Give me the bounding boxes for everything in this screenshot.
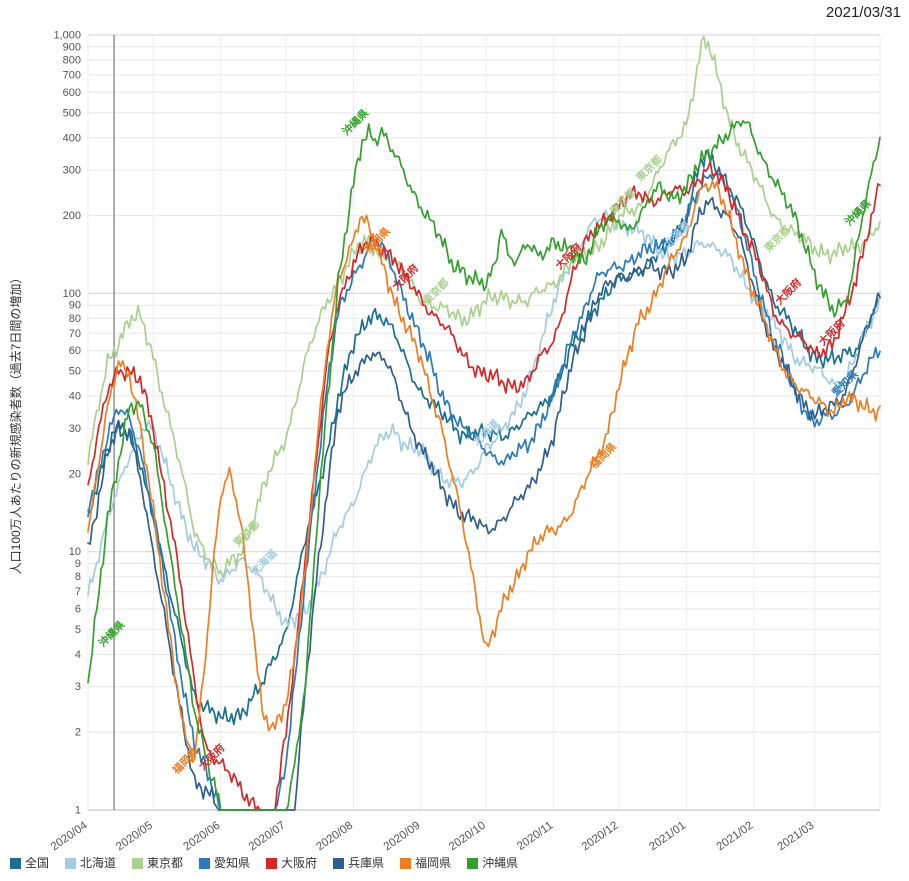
legend-swatch bbox=[65, 858, 77, 869]
x-tick-label: 2020/10 bbox=[447, 820, 488, 854]
legend-item-全国[interactable]: 全国 bbox=[10, 857, 49, 870]
series-line-全国[interactable] bbox=[87, 149, 881, 726]
y-tick-label: 90 bbox=[69, 300, 81, 312]
series-line-福岡県[interactable] bbox=[87, 180, 881, 763]
legend-label: 大阪府 bbox=[281, 857, 318, 870]
x-tick-label: 2021/01 bbox=[647, 820, 688, 854]
legend-label: 沖縄県 bbox=[482, 857, 519, 870]
legend-label: 福岡県 bbox=[415, 857, 452, 870]
series-label: 沖縄県 bbox=[96, 618, 128, 650]
y-tick-label: 3 bbox=[75, 681, 81, 693]
legend-item-東京都[interactable]: 東京都 bbox=[132, 857, 183, 870]
x-tick-label: 2020/04 bbox=[49, 819, 90, 853]
series-label: 福岡県 bbox=[169, 745, 202, 778]
legend-swatch bbox=[132, 858, 144, 869]
y-tick-label: 7 bbox=[75, 586, 81, 598]
x-tick-label: 2020/09 bbox=[382, 820, 423, 854]
y-tick-label: 300 bbox=[63, 165, 81, 177]
y-tick-label: 80 bbox=[69, 313, 81, 325]
series-line-北海道[interactable] bbox=[87, 209, 881, 629]
legend-item-沖縄県[interactable]: 沖縄県 bbox=[467, 857, 518, 870]
series-label: 大阪府 bbox=[816, 316, 848, 348]
y-tick-label: 600 bbox=[63, 87, 81, 99]
series-label: 東京都 bbox=[420, 276, 452, 308]
series-label: 東京都 bbox=[762, 223, 794, 255]
legend-item-北海道[interactable]: 北海道 bbox=[65, 857, 116, 870]
y-tick-label: 200 bbox=[63, 210, 81, 222]
date-label: 2021/03/31 bbox=[825, 4, 901, 21]
x-tick-label: 2021/03 bbox=[775, 820, 816, 854]
y-tick-label: 4 bbox=[75, 649, 81, 661]
y-tick-label: 9 bbox=[75, 558, 81, 570]
legend-label: 東京都 bbox=[147, 857, 184, 870]
y-axis-title: 人口100万人あたりの新規感染者数（過去7日間の増加） bbox=[8, 272, 23, 575]
y-tick-label: 400 bbox=[63, 132, 81, 144]
x-tick-label: 2020/05 bbox=[114, 820, 155, 854]
series-label: 大阪府 bbox=[773, 276, 805, 308]
legend-label: 北海道 bbox=[80, 857, 117, 870]
y-tick-label: 8 bbox=[75, 571, 81, 583]
y-tick-label: 900 bbox=[63, 41, 81, 53]
x-tick-label: 2020/08 bbox=[314, 820, 355, 854]
series-label: 北海道 bbox=[662, 218, 694, 250]
legend-label: 兵庫県 bbox=[348, 857, 385, 870]
x-tick-label: 2021/02 bbox=[715, 820, 756, 854]
series-label: 北海道 bbox=[248, 546, 280, 578]
series-line-東京都[interactable] bbox=[87, 35, 881, 579]
legend-label: 全国 bbox=[25, 857, 50, 870]
y-tick-label: 100 bbox=[63, 288, 81, 300]
series-label: 東京都 bbox=[231, 517, 263, 549]
series-line-大阪府[interactable] bbox=[87, 160, 881, 811]
y-tick-label: 20 bbox=[69, 468, 81, 480]
legend-item-福岡県[interactable]: 福岡県 bbox=[400, 857, 451, 870]
legend-swatch bbox=[400, 858, 412, 869]
y-tick-label: 1,000 bbox=[53, 30, 81, 42]
x-tick-label: 2020/12 bbox=[580, 820, 621, 854]
legend-label: 愛知県 bbox=[214, 857, 251, 870]
y-tick-label: 30 bbox=[69, 423, 81, 435]
y-tick-label: 70 bbox=[69, 328, 81, 340]
x-tick-label: 2020/11 bbox=[515, 820, 555, 853]
y-tick-label: 40 bbox=[69, 391, 81, 403]
y-tick-label: 500 bbox=[63, 107, 81, 119]
legend-swatch bbox=[333, 858, 345, 869]
y-tick-label: 10 bbox=[69, 546, 81, 558]
y-tick-label: 1 bbox=[75, 805, 81, 817]
y-tick-label: 2 bbox=[75, 727, 81, 739]
legend-swatch bbox=[199, 858, 211, 869]
series-line-沖縄県[interactable] bbox=[87, 119, 881, 811]
legend-item-大阪府[interactable]: 大阪府 bbox=[266, 857, 317, 870]
legend-swatch bbox=[467, 858, 479, 869]
series-label: 沖縄県 bbox=[842, 197, 874, 229]
legend-item-愛知県[interactable]: 愛知県 bbox=[199, 857, 250, 870]
y-tick-label: 6 bbox=[75, 604, 81, 616]
y-tick-label: 50 bbox=[69, 366, 81, 378]
y-tick-label: 5 bbox=[75, 624, 81, 636]
legend-item-兵庫県[interactable]: 兵庫県 bbox=[333, 857, 384, 870]
x-tick-label: 2020/06 bbox=[181, 820, 222, 854]
y-tick-label: 800 bbox=[63, 55, 81, 67]
legend-swatch bbox=[266, 858, 278, 869]
chart-legend: 全国 北海道 東京都 愛知県 大阪府 兵庫県 福岡県 沖縄県 bbox=[0, 857, 909, 881]
legend-swatch bbox=[10, 858, 21, 869]
x-tick-label: 2020/07 bbox=[247, 820, 288, 854]
series-label: 大阪府 bbox=[390, 261, 422, 293]
y-tick-label: 700 bbox=[63, 70, 81, 82]
y-tick-label: 60 bbox=[69, 345, 81, 357]
